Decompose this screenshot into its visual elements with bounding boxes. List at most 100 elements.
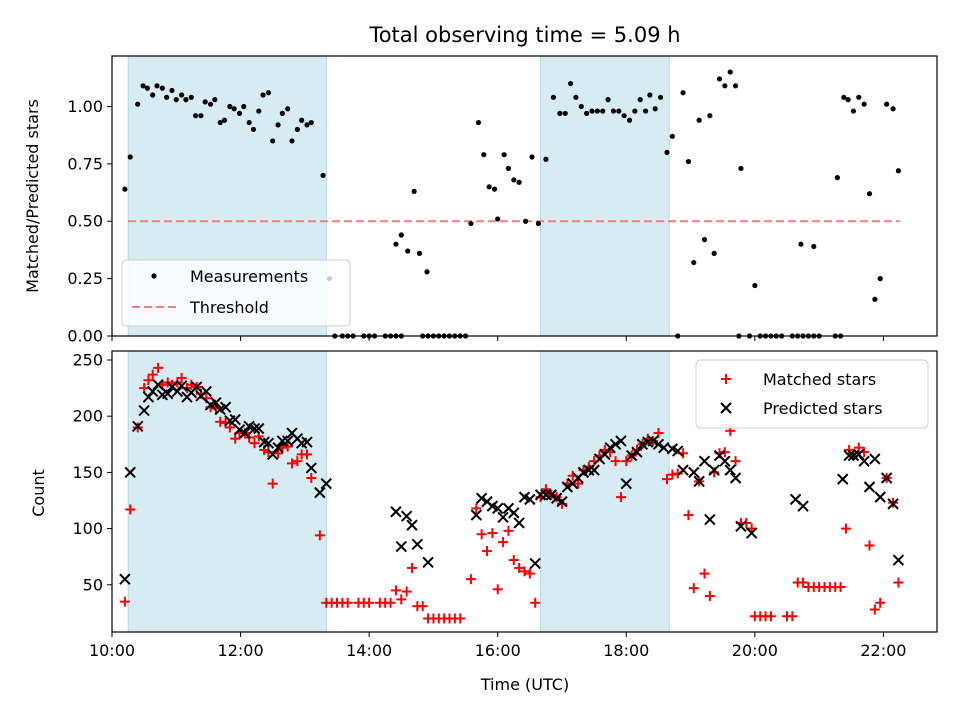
measurement-point (308, 119, 314, 126)
measurement-point (135, 101, 141, 107)
bottom-ylabel: Count (29, 469, 48, 517)
measurement-point (275, 122, 281, 128)
matched-stars-point (683, 510, 694, 521)
measurement-point (834, 175, 840, 181)
measurement-point (236, 110, 243, 116)
predicted-stars-point (411, 538, 424, 551)
predicted-stars-point (314, 486, 326, 499)
top-ytick-label: 0.00 (67, 327, 103, 346)
predicted-stars-point (620, 477, 632, 490)
measurement-point (707, 113, 713, 119)
measurement-point (685, 158, 692, 165)
predicted-stars-point (719, 455, 731, 467)
predicted-stars-point (422, 556, 434, 569)
measurement-point (562, 110, 568, 116)
measurement-point (192, 113, 199, 119)
measurement-point (393, 241, 399, 247)
measurement-point (711, 250, 717, 256)
xtick-label: 14:00 (346, 641, 392, 660)
measurement-point (691, 259, 697, 266)
measurement-point (738, 165, 744, 172)
measurement-point (696, 117, 702, 123)
bottom-panel: 50 100 150 200 250 10:00 12:00 14:00 16:00 18:00 2… (72, 350, 938, 660)
predicted-stars-point (863, 481, 876, 493)
measurement-point (250, 126, 257, 133)
predicted-stars-point (615, 435, 627, 447)
predicted-stars-point (837, 473, 849, 485)
measurement-point (680, 90, 686, 96)
predicted-stars-point (219, 401, 232, 413)
measurement-point (481, 152, 487, 158)
measurement-point (850, 108, 857, 114)
measurement-point (511, 177, 517, 183)
bottom-shaded-interval (127, 350, 327, 633)
matched-stars-point (840, 523, 851, 534)
matched-stars-point (119, 596, 130, 607)
bottom-xlabel: Time (UTC) (480, 675, 569, 694)
matched-stars-point (153, 362, 164, 373)
matched-stars-point (401, 586, 412, 597)
measurement-point (495, 216, 501, 222)
matched-stars-point (292, 456, 303, 467)
xtick-label: 16:00 (475, 641, 521, 660)
matched-stars-point (835, 582, 846, 593)
matched-stars-point (610, 456, 621, 467)
matched-stars-point (530, 597, 541, 608)
matched-stars-point (385, 597, 396, 608)
predicted-stars-point (556, 495, 568, 508)
predicted-stars-point (119, 573, 131, 585)
xtick-label: 10:00 (89, 641, 135, 660)
measurement-point (475, 119, 482, 126)
measurement-point (217, 119, 223, 126)
measurement-point (727, 69, 733, 75)
matched-stars-point (719, 447, 730, 458)
measurement-point (841, 94, 847, 100)
matched-stars-point (869, 604, 880, 615)
measurement-point (642, 108, 649, 114)
predicted-stars-point (492, 502, 504, 515)
measurement-point (320, 172, 326, 178)
matched-stars-point (893, 577, 904, 588)
top-ylabel: Matched/Predicted stars (23, 99, 42, 293)
measurement-point (877, 276, 883, 282)
measurement-point (405, 248, 411, 254)
measurement-point (246, 119, 252, 126)
matched-stars-point (498, 537, 509, 548)
measurement-point (543, 156, 549, 162)
predicted-stars-point (475, 492, 488, 504)
top-ytick-label: 0.25 (67, 269, 103, 288)
measurement-point (221, 117, 228, 123)
matched-stars-point (798, 577, 809, 588)
measurement-point (150, 92, 156, 98)
predicted-stars-point (513, 517, 525, 529)
measurement-point (610, 108, 617, 114)
predicted-stars-point (631, 446, 643, 458)
measurement-point (140, 83, 146, 89)
measurement-point (632, 108, 638, 114)
measurement-point (486, 184, 492, 190)
measurement-point (652, 106, 658, 112)
measurement-point (584, 110, 590, 116)
matched-stars-point (314, 530, 325, 541)
predicted-stars-point (704, 513, 716, 526)
predicted-stars-point (239, 427, 251, 439)
measurement-point (207, 101, 214, 107)
legend-measurements-marker (151, 273, 157, 279)
matched-stars-point (282, 441, 293, 452)
predicted-stars-point (672, 445, 684, 457)
predicted-stars-point (561, 481, 574, 493)
matched-stars-point (476, 529, 487, 540)
measurement-point (647, 92, 653, 98)
top-legend: Measurements Threshold (121, 259, 351, 327)
predicted-stars-point (524, 493, 536, 506)
measurement-point (557, 110, 563, 116)
measurement-point (188, 94, 194, 100)
matched-stars-point (573, 478, 584, 489)
predicted-stars-point (652, 438, 665, 450)
legend-matched-marker (721, 374, 731, 384)
bottom-ytick-label: 200 (72, 407, 103, 426)
measurement-point (411, 188, 417, 195)
measurement-point (664, 149, 670, 155)
measurement-point (626, 117, 633, 123)
